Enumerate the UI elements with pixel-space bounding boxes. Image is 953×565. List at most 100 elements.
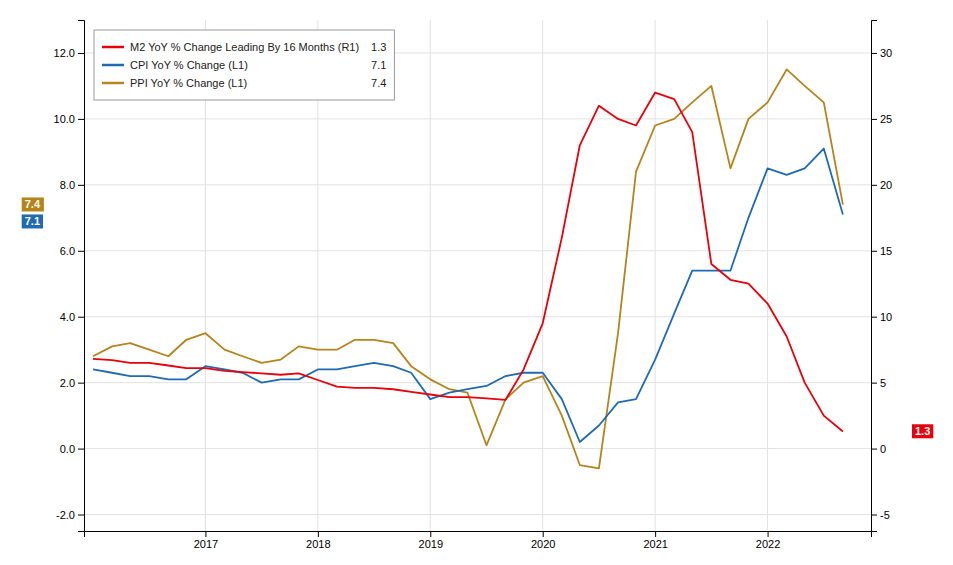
tick: 2020: [531, 531, 555, 550]
tick-mark: [78, 185, 84, 186]
tick-mark: [871, 185, 877, 186]
tick-label: 8.0: [60, 179, 75, 191]
tick: 8.0: [60, 179, 84, 191]
tick-mark: [871, 449, 877, 450]
tick-label: 6.0: [60, 245, 75, 257]
tick: 4.0: [60, 311, 84, 323]
end-label-text: 7.4: [25, 198, 41, 210]
grid-line: [84, 118, 871, 119]
legend-swatch: [102, 46, 124, 49]
tick: 2018: [306, 531, 330, 550]
tick-label: 2020: [531, 538, 555, 550]
tick-label: 4.0: [60, 311, 75, 323]
lines: [93, 69, 843, 468]
tick-label: 20: [880, 179, 892, 191]
end-label: 7.4: [22, 197, 44, 211]
grid-line: [84, 382, 871, 383]
tick-label: 2021: [643, 538, 667, 550]
end-label-box: [22, 214, 43, 228]
tick-label: 2017: [194, 538, 218, 550]
grid-line: [430, 20, 431, 531]
legend-label: CPI YoY % Change (L1): [130, 59, 248, 71]
tick-label: 10.0: [54, 113, 75, 125]
tick: 10.0: [54, 113, 84, 125]
tick-label: 2.0: [60, 377, 75, 389]
tick: 6.0: [60, 245, 84, 257]
tick: 0: [871, 443, 886, 455]
legend-value: 1.3: [371, 41, 386, 53]
tick: 2022: [756, 531, 780, 550]
tick-label: 30: [880, 47, 892, 59]
grid-line: [542, 20, 543, 531]
grid-line: [84, 448, 871, 449]
tick-label: -2.0: [56, 509, 75, 521]
tick-mark: [78, 449, 84, 450]
tick: -2.0: [56, 509, 84, 521]
tick: 20: [871, 179, 892, 191]
y-axis: -2.0 0.0 2.0 4.0 6.0 8.0 10.0 12.0: [54, 21, 85, 532]
tick: 0.0: [60, 443, 84, 455]
y2-axis: -5 0 5 10 15 20 25 30: [871, 21, 892, 532]
tick-label: 2018: [306, 538, 330, 550]
tick-mark: [78, 515, 84, 516]
tick-mark: [871, 317, 877, 318]
grid-line: [84, 250, 871, 251]
tick: 12.0: [54, 47, 84, 59]
tick-mark: [871, 251, 877, 252]
grid-line: [84, 184, 871, 185]
tick-label: 15: [880, 245, 892, 257]
legend: M2 YoY % Change Leading By 16 Months (R1…: [94, 30, 394, 100]
tick-label: 2022: [756, 538, 780, 550]
end-label-text: 7.1: [25, 215, 40, 227]
grid-line: [84, 316, 871, 317]
series-line: [93, 93, 843, 432]
tick: 2021: [643, 531, 667, 550]
grid-line: [84, 514, 871, 515]
axis-line: [85, 532, 872, 538]
tick-mark: [78, 383, 84, 384]
tick: 2017: [194, 531, 218, 550]
grid-line: [767, 20, 768, 531]
tick-label: 10: [880, 311, 892, 323]
legend-value: 7.4: [371, 77, 386, 89]
tick-label: 5: [880, 377, 886, 389]
legend-label: PPI YoY % Change (L1): [130, 77, 247, 89]
series-line: [93, 69, 843, 468]
tick-mark: [871, 515, 877, 516]
tick-label: 0: [880, 443, 886, 455]
tick: 2019: [419, 531, 443, 550]
legend-value: 7.1: [371, 59, 386, 71]
end-label: 1.3: [912, 424, 933, 438]
plot: 2017 2018 2019 2020 2021 2022 -2.0 0.0 2.0 4.0 6.0…: [22, 20, 934, 550]
grid-line: [655, 20, 656, 531]
legend-box: [94, 30, 394, 100]
legend-swatch: [102, 82, 124, 85]
tick-mark: [543, 531, 544, 537]
grid: [84, 20, 871, 531]
tick-mark: [78, 119, 84, 120]
tick-mark: [430, 531, 431, 537]
tick-mark: [871, 383, 877, 384]
tick-label: 25: [880, 113, 892, 125]
tick-mark: [78, 251, 84, 252]
end-label-box: [912, 424, 933, 438]
axis-line: [78, 21, 85, 532]
tick-label: 12.0: [54, 47, 75, 59]
tick: 30: [871, 47, 892, 59]
tick-mark: [871, 53, 877, 54]
tick-mark: [768, 531, 769, 537]
tick: 5: [871, 377, 886, 389]
tick-mark: [205, 531, 206, 537]
axis-line: [872, 21, 878, 532]
tick-mark: [655, 531, 656, 537]
tick: 10: [871, 311, 892, 323]
x-axis: 2017 2018 2019 2020 2021 2022: [85, 531, 872, 550]
end-label: 7.1: [22, 214, 43, 228]
tick: 25: [871, 113, 892, 125]
tick-label: 0.0: [60, 443, 75, 455]
tick-label: 2019: [419, 538, 443, 550]
end-label-text: 1.3: [915, 425, 930, 437]
chart: 2017 2018 2019 2020 2021 2022 -2.0 0.0 2.0 4.0 6.0…: [0, 0, 953, 565]
tick: -5: [871, 509, 890, 521]
legend-swatch: [102, 64, 124, 67]
